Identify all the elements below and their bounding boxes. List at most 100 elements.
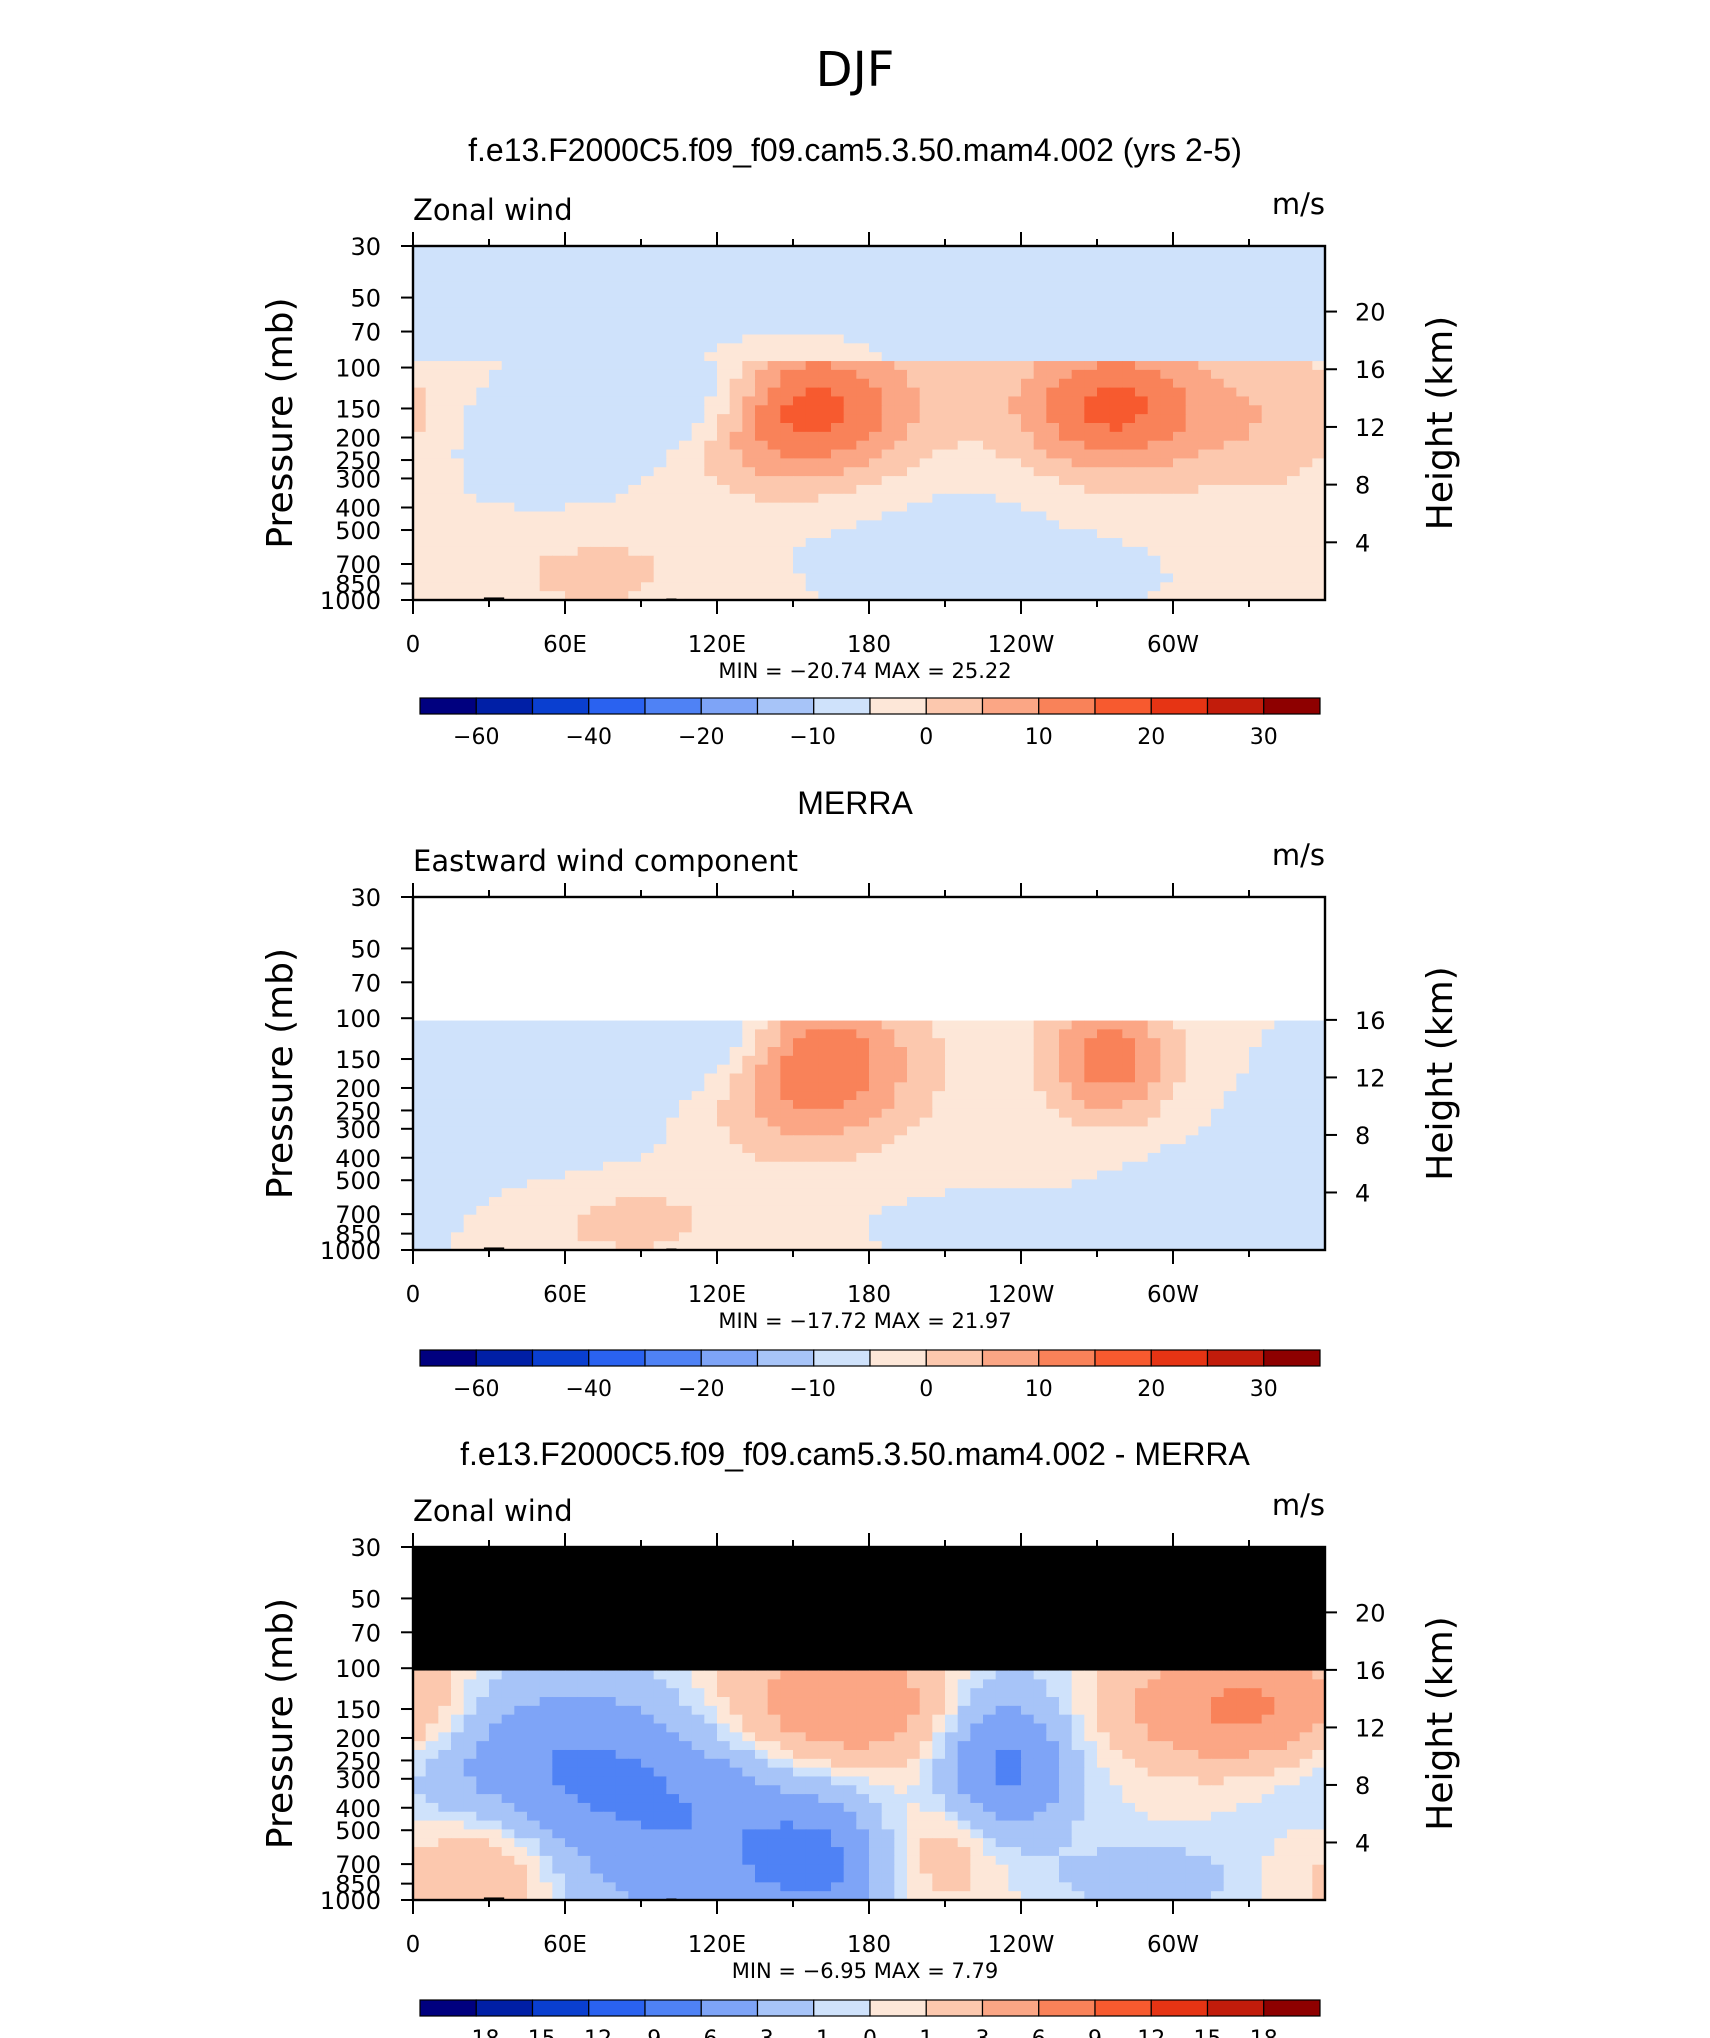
field-cell [1185,529,1199,539]
field-cell [767,378,781,389]
field-cell [653,493,667,504]
field-cell [1033,1135,1047,1145]
field-cell [1059,378,1073,389]
field-cell [527,272,541,282]
field-cell [1236,281,1250,291]
field-cell [1274,431,1288,442]
field-cell [1287,343,1301,353]
field-cell [1185,932,1199,942]
field-cell [755,458,769,468]
field-cell [957,484,971,495]
field-cell [425,1099,439,1110]
field-cell [793,1055,807,1066]
field-cell [590,1073,604,1083]
field-cell [1097,299,1111,309]
field-cell [679,914,693,925]
field-cell [653,985,667,995]
field-cell [653,369,667,380]
field-cell [1261,897,1275,907]
field-cell [843,334,857,344]
field-cell [869,573,883,583]
field-cell [476,573,490,583]
field-cell [1198,1011,1212,1022]
field-cell [932,246,946,256]
field-cell [1236,994,1250,1004]
field-cell [501,897,515,907]
field-cell [615,281,629,291]
field-cell [831,905,845,916]
field-cell [1059,484,1073,495]
field-cell [856,1002,870,1013]
field-cell [907,1082,921,1092]
field-cell [476,334,490,344]
field-cell [1084,316,1098,327]
field-cell [894,334,908,344]
x-tick-label: 60W [1147,632,1199,658]
field-cell [438,458,452,468]
field-cell [717,369,731,380]
field-cell [1059,976,1073,986]
field-cell [1021,281,1035,291]
field-cell [1261,1099,1275,1110]
field-cell [995,582,1009,592]
field-cell [590,1047,604,1057]
field-cell [957,414,971,424]
field-cell [552,932,566,942]
field-cell [1236,316,1250,327]
field-cell [463,1117,477,1128]
field-cell [1059,369,1073,380]
field-cell [907,325,921,336]
field-cell [615,1029,629,1039]
field-cell [1211,923,1225,933]
field-cell [1097,914,1111,925]
field-cell [1198,254,1212,265]
field-cell [1071,555,1085,566]
field-cell [1059,958,1073,969]
field-cell [1185,538,1199,548]
field-cell [1274,1038,1288,1048]
field-cell [691,281,705,291]
field-cell [818,967,832,978]
field-cell [1046,976,1060,986]
field-cell [742,1073,756,1083]
field-cell [463,431,477,442]
field-cell [603,423,617,433]
field-cell [501,316,515,327]
field-cell [679,1038,693,1048]
field-cell [527,502,541,513]
field-cell [1211,1082,1225,1092]
field-cell [1008,591,1022,601]
field-cell [514,914,528,925]
field-cell [831,976,845,986]
field-cell [932,976,946,986]
field-cell [869,1011,883,1022]
field-cell [1211,405,1225,415]
field-cell [1185,299,1199,309]
field-cell [1008,1082,1022,1092]
field-cell [742,582,756,592]
field-cell [831,1108,845,1119]
field-cell [425,458,439,468]
field-cell [983,511,997,521]
field-cell [1223,334,1237,344]
field-cell [1185,458,1199,468]
field-cell [1312,299,1326,309]
field-cell [717,555,731,566]
field-cell [1249,555,1263,566]
field-cell [970,1082,984,1092]
field-cell [1059,493,1073,504]
field-cell [527,1117,541,1128]
field-cell [919,396,933,406]
field-cell [1185,431,1199,442]
field-cell [742,405,756,415]
field-cell [501,1108,515,1119]
field-cell [413,941,427,951]
field-cell [742,272,756,282]
field-cell [679,941,693,951]
field-cell [1173,272,1187,282]
field-cell [907,467,921,477]
field-cell [489,484,503,495]
field-cell [1223,538,1237,548]
field-cell [1147,914,1161,925]
field-cell [1071,573,1085,583]
